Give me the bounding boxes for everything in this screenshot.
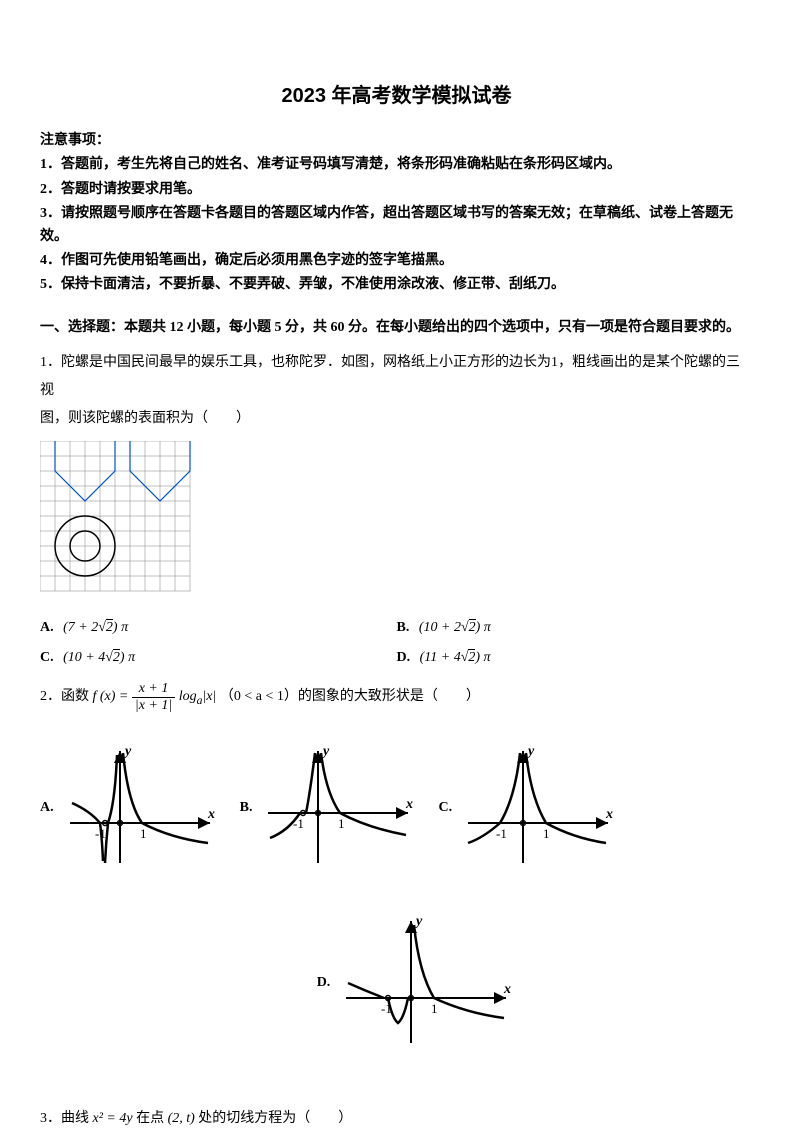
question-1: 1．陀螺是中国民间最早的娱乐工具，也称陀罗．如图，网格纸上小正方形的边长为1，粗…	[40, 349, 753, 669]
question-text: 2．函数 f (x) = x + 1 |x + 1| loga|x| （0 < …	[40, 681, 753, 713]
option-c: C. (10 + 4√2) π	[40, 647, 397, 669]
graph-option-d-row: D. y x -1 1	[100, 913, 753, 1093]
option-expr: (10 + 4√2) π	[63, 649, 135, 665]
graph-b-svg: y x -1 1	[258, 743, 418, 873]
option-label: B.	[397, 620, 410, 635]
instruction-item: 4．作图可先使用铅笔画出，确定后必须用黑色字迹的签字笔描黑。	[40, 250, 753, 272]
graph-options: A. y x -1 1 B.	[40, 743, 753, 1093]
page-title: 2023 年高考数学模拟试卷	[40, 80, 753, 112]
instruction-item: 5．保持卡面清洁，不要折暴、不要弄破、弄皱，不准使用涂改液、修正带、刮纸刀。	[40, 274, 753, 296]
instructions-heading: 注意事项：	[40, 130, 753, 152]
question-text: 1．陀螺是中国民间最早的娱乐工具，也称陀罗．如图，网格纸上小正方形的边长为1，粗…	[40, 349, 753, 405]
svg-text:-1: -1	[496, 826, 507, 841]
svg-text:x: x	[207, 807, 215, 822]
question-3: 3．曲线 x² = 4y 在点 (2, t) 处的切线方程为（ ）	[40, 1105, 753, 1133]
section-header: 一、选择题：本题共 12 小题，每小题 5 分，共 60 分。在每小题给出的四个…	[40, 317, 753, 339]
option-label: D.	[317, 972, 331, 994]
graph-option-c: C. y x -1 1	[438, 743, 618, 873]
question-text: 3．曲线 x² = 4y 在点 (2, t) 处的切线方程为（ ）	[40, 1105, 753, 1133]
svg-text:1: 1	[338, 816, 345, 831]
option-a: A. (7 + 2√2) π	[40, 617, 397, 639]
option-label: A.	[40, 797, 54, 819]
svg-text:x: x	[503, 982, 511, 997]
instructions-block: 注意事项： 1．答题前，考生先将自己的姓名、准考证号码填写清楚，将条形码准确粘贴…	[40, 130, 753, 297]
instruction-item: 2．答题时请按要求用笔。	[40, 179, 753, 201]
option-d: D. (11 + 4√2) π	[397, 647, 754, 669]
svg-text:1: 1	[543, 826, 550, 841]
instruction-item: 3．请按照题号顺序在答题卡各题目的答题区域内作答，超出答题区域书写的答案无效；在…	[40, 203, 753, 248]
option-label: C.	[438, 797, 452, 819]
svg-text:x: x	[605, 807, 613, 822]
options-row-2: C. (10 + 4√2) π D. (11 + 4√2) π	[40, 647, 753, 669]
svg-text:1: 1	[140, 826, 147, 841]
graph-option-b: B. y x -1 1	[240, 743, 419, 873]
question-2: 2．函数 f (x) = x + 1 |x + 1| loga|x| （0 < …	[40, 681, 753, 1093]
graph-a-svg: y x -1 1	[60, 743, 220, 873]
three-view-figure	[40, 441, 753, 604]
option-label: D.	[397, 650, 411, 665]
graph-c-svg: y x -1 1	[458, 743, 618, 873]
instruction-item: 1．答题前，考生先将自己的姓名、准考证号码填写清楚，将条形码准确粘贴在条形码区域…	[40, 154, 753, 176]
graph-option-a: A. y x -1 1	[40, 743, 220, 873]
grid-svg	[40, 441, 200, 596]
svg-text:1: 1	[431, 1001, 438, 1016]
option-expr: (10 + 2√2) π	[419, 619, 491, 635]
option-label: A.	[40, 620, 54, 635]
svg-text:x: x	[405, 797, 413, 812]
graph-option-d: D. y x -1 1	[317, 913, 517, 1053]
option-label: C.	[40, 650, 54, 665]
option-b: B. (10 + 2√2) π	[397, 617, 754, 639]
option-expr: (11 + 4√2) π	[420, 649, 491, 665]
graph-d-svg: y x -1 1	[336, 913, 516, 1053]
option-expr: (7 + 2√2) π	[63, 619, 128, 635]
option-label: B.	[240, 797, 253, 819]
question-text: 图，则该陀螺的表面积为（ ）	[40, 405, 753, 433]
options-row-1: A. (7 + 2√2) π B. (10 + 2√2) π	[40, 617, 753, 639]
fraction: x + 1 |x + 1|	[132, 681, 175, 713]
